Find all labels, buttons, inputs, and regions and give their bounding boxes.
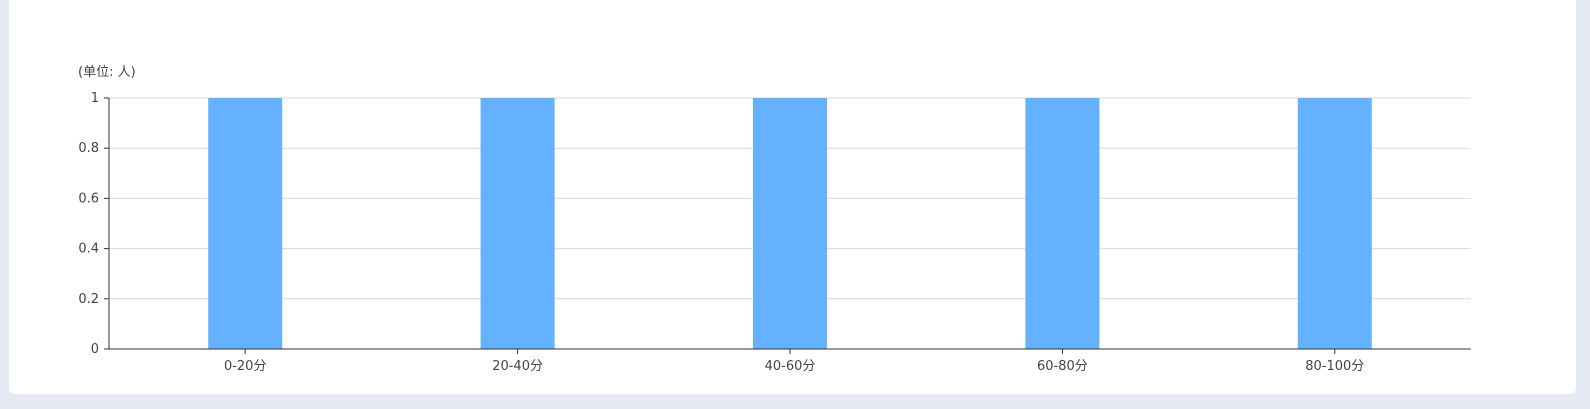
unit-label: (单位: 人) <box>78 65 136 80</box>
bar <box>208 98 283 349</box>
chart-card: (单位: 人) 0 0.2 0.4 0.6 0.8 1 0-20分 20-40分 40-60分… <box>9 0 1576 394</box>
x-labels: 0-20分 20-40分 40-60分 60-80分 80-100分 <box>224 349 1364 374</box>
bar-chart: (单位: 人) 0 0.2 0.4 0.6 0.8 1 0-20分 20-40分 40-60分… <box>78 65 1471 374</box>
bars <box>208 98 1372 349</box>
y-tick-label: 1 <box>91 91 99 106</box>
x-tick-label: 40-60分 <box>765 359 816 374</box>
bar <box>1297 98 1372 349</box>
x-tick-label: 0-20分 <box>224 359 267 374</box>
y-tick-label: 0.2 <box>78 292 99 307</box>
y-tick-label: 0.8 <box>78 141 99 156</box>
x-tick-label: 20-40分 <box>492 359 543 374</box>
x-tick-label: 80-100分 <box>1305 359 1364 374</box>
bar <box>753 98 827 349</box>
y-tick-label: 0.4 <box>78 242 99 257</box>
y-tick-label: 0 <box>91 342 99 357</box>
bar <box>480 98 555 349</box>
bar <box>1025 98 1100 349</box>
y-ticks: 0 0.2 0.4 0.6 0.8 1 <box>78 91 109 357</box>
x-tick-label: 60-80分 <box>1037 359 1088 374</box>
y-tick-label: 0.6 <box>78 191 99 206</box>
